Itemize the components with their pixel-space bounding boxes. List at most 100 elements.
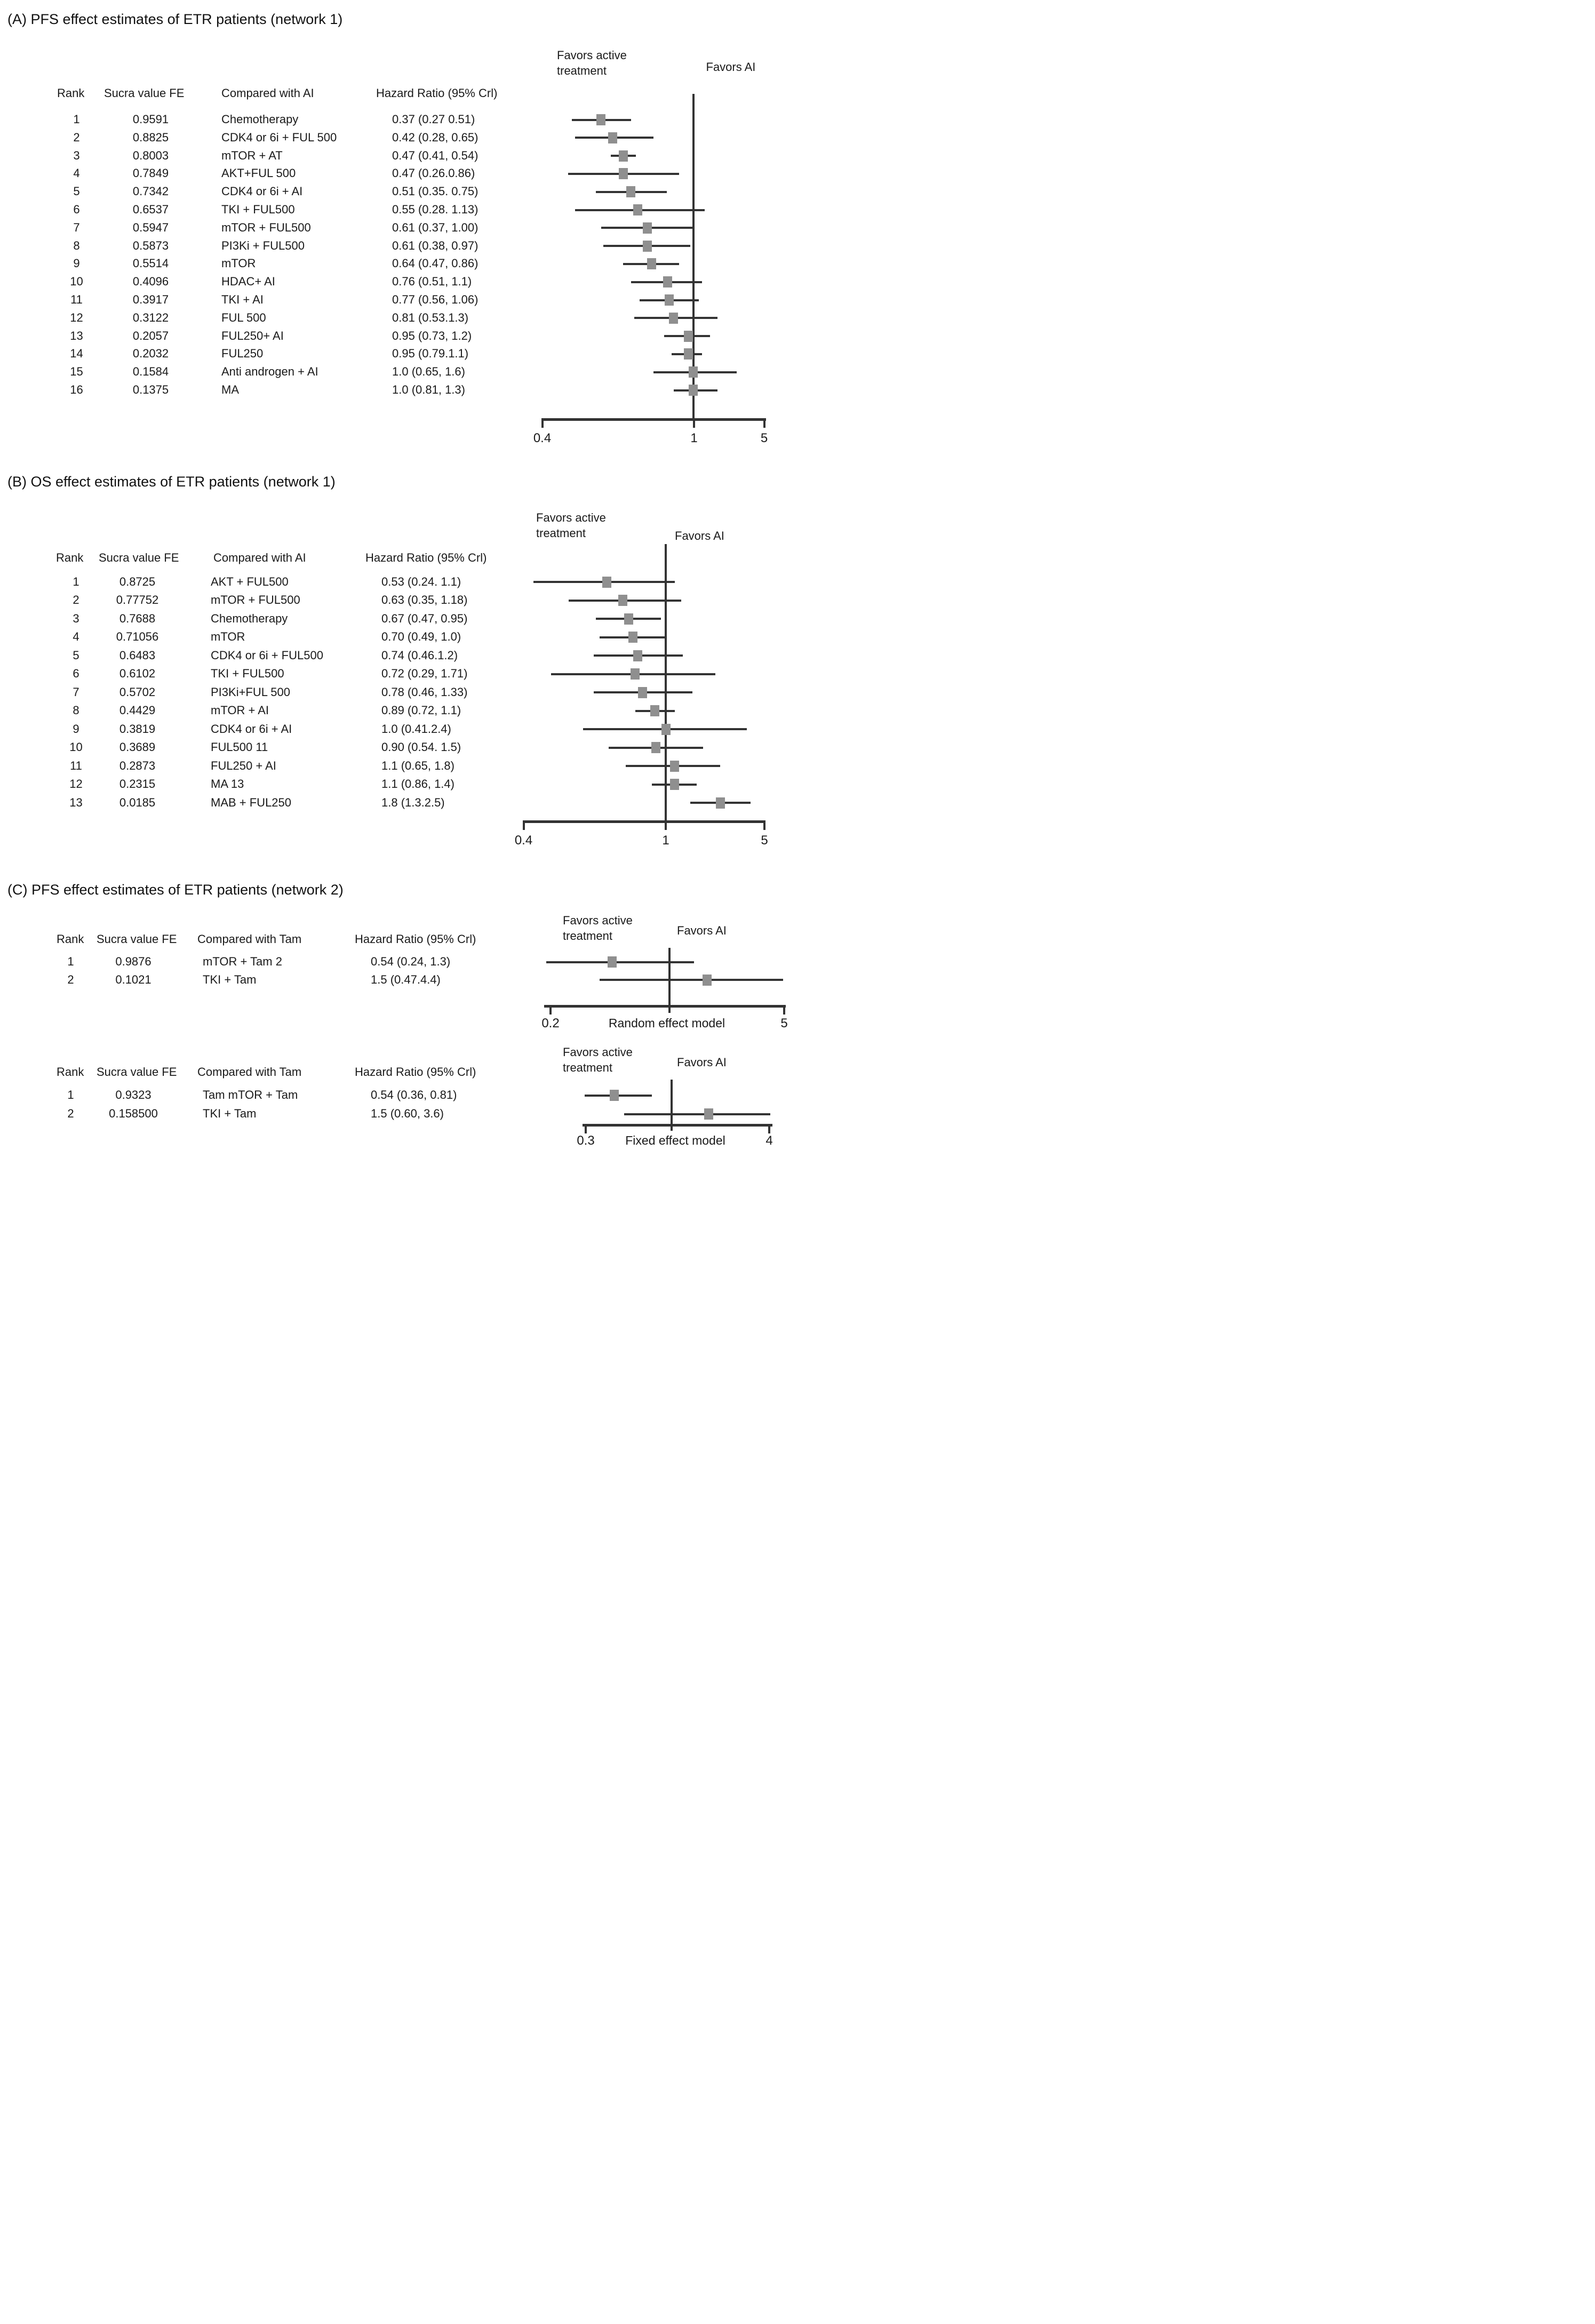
table-cell-rank: 10 xyxy=(70,275,83,289)
table-cell-comparator: TKI + FUL500 xyxy=(221,203,295,216)
axis-tick xyxy=(541,419,544,428)
hr-point-marker xyxy=(609,1090,619,1101)
hr-point-marker xyxy=(689,366,698,378)
table-cell-comparator: FUL 500 xyxy=(221,310,266,324)
hr-point-marker xyxy=(684,348,693,360)
hr-point-marker xyxy=(670,760,680,772)
table-cell-rank: 4 xyxy=(73,630,79,643)
table-cell-rank: 8 xyxy=(73,704,79,717)
table-cell-sucra: 0.4429 xyxy=(119,704,156,717)
hr-point-marker xyxy=(608,132,618,143)
axis-line xyxy=(523,820,765,823)
axis-tick xyxy=(665,821,667,830)
hr-point-marker xyxy=(650,705,660,716)
hr-point-marker xyxy=(631,668,640,680)
table-cell-rank: 11 xyxy=(70,293,83,306)
hr-point-marker xyxy=(643,240,652,252)
table-header-comparator: Compared with AI xyxy=(213,551,306,564)
hr-point-marker xyxy=(663,276,673,288)
axis-tick xyxy=(763,419,765,428)
axis-tick xyxy=(783,1006,785,1015)
table-cell-sucra: 0.6102 xyxy=(119,667,156,680)
favors-active-treatment-label: Favors active treatment xyxy=(536,511,606,540)
table-cell-rank: 2 xyxy=(67,972,74,986)
table-cell-hr: 0.63 (0.35, 1.18) xyxy=(381,593,468,606)
reference-line xyxy=(692,94,695,418)
table-cell-sucra: 0.1021 xyxy=(115,972,151,986)
hr-point-marker xyxy=(684,330,693,342)
table-cell-hr: 0.89 (0.72, 1.1) xyxy=(381,704,461,717)
hr-point-marker xyxy=(596,114,606,125)
table-header-comparator: Compared with Tam xyxy=(197,932,302,946)
ci-line xyxy=(546,961,694,963)
reference-line xyxy=(665,544,667,820)
table-cell-sucra: 0.4096 xyxy=(132,275,169,289)
axis-tick-label: 1 xyxy=(690,431,698,445)
hr-point-marker xyxy=(608,956,617,968)
table-cell-hr: 0.47 (0.41, 0.54) xyxy=(392,148,478,162)
table-cell-hr: 0.81 (0.53.1.3) xyxy=(392,310,469,324)
table-cell-hr: 1.8 (1.3.2.5) xyxy=(381,795,445,809)
table-cell-hr: 0.51 (0.35. 0.75) xyxy=(392,185,478,198)
axis-tick-label: 4 xyxy=(765,1133,773,1148)
table-header-sucra: Sucra value FE xyxy=(99,551,179,564)
table-cell-comparator: mTOR xyxy=(221,257,256,270)
table-cell-hr: 0.54 (0.36, 0.81) xyxy=(371,1088,457,1101)
favors-active-treatment-label: Favors active treatment xyxy=(563,914,633,943)
table-cell-hr: 0.67 (0.47, 0.95) xyxy=(381,611,468,625)
hr-point-marker xyxy=(633,650,643,661)
table-cell-rank: 12 xyxy=(70,310,83,324)
table-cell-comparator: mTOR + AI xyxy=(211,704,269,717)
table-cell-rank: 5 xyxy=(73,648,79,662)
table-cell-hr: 1.0 (0.81, 1.3) xyxy=(392,383,465,396)
axis-tick-label: 0.2 xyxy=(541,1016,560,1031)
table-cell-comparator: FUL500 11 xyxy=(211,740,268,754)
table-cell-hr: 0.53 (0.24. 1.1) xyxy=(381,574,461,588)
table-cell-comparator: mTOR + FUL500 xyxy=(211,593,300,606)
table-header-hazard-ratio: Hazard Ratio (95% Crl) xyxy=(365,551,487,564)
hr-point-marker xyxy=(628,632,637,643)
table-cell-rank: 1 xyxy=(73,113,80,126)
hr-point-marker xyxy=(715,797,725,809)
table-header-hazard-ratio: Hazard Ratio (95% Crl) xyxy=(355,1065,476,1079)
hr-point-marker xyxy=(664,294,674,306)
table-cell-hr: 0.64 (0.47, 0.86) xyxy=(392,257,478,270)
table-cell-hr: 0.61 (0.37, 1.00) xyxy=(392,220,478,234)
table-cell-rank: 7 xyxy=(73,220,80,234)
table-cell-comparator: mTOR + AT xyxy=(221,148,283,162)
table-cell-comparator: FUL250+ AI xyxy=(221,329,284,342)
table-cell-comparator: Chemotherapy xyxy=(211,611,288,625)
table-cell-rank: 3 xyxy=(73,148,80,162)
table-cell-comparator: TKI + FUL500 xyxy=(211,667,284,680)
table-cell-hr: 0.90 (0.54. 1.5) xyxy=(381,740,461,754)
table-cell-rank: 1 xyxy=(67,955,74,968)
table-cell-sucra: 0.2315 xyxy=(119,777,156,790)
model-label: Fixed effect model xyxy=(625,1133,725,1147)
table-header-rank: Rank xyxy=(57,932,84,946)
table-cell-comparator: FUL250 xyxy=(221,347,264,361)
table-cell-rank: 7 xyxy=(73,685,79,699)
table-cell-hr: 1.0 (0.65, 1.6) xyxy=(392,365,465,379)
table-header-sucra: Sucra value FE xyxy=(104,86,185,100)
hr-point-marker xyxy=(661,723,671,735)
table-cell-comparator: MA xyxy=(221,383,239,396)
table-cell-comparator: MA 13 xyxy=(211,777,244,790)
table-cell-comparator: TKI + Tam xyxy=(203,972,257,986)
favors-ai-label: Favors AI xyxy=(677,1055,727,1069)
axis-line xyxy=(544,1005,786,1008)
table-cell-rank: 4 xyxy=(73,166,80,180)
table-cell-sucra: 0.1584 xyxy=(132,365,169,379)
table-cell-rank: 12 xyxy=(69,777,83,790)
table-cell-hr: 0.42 (0.28, 0.65) xyxy=(392,130,478,144)
figure-page: (A) PFS effect estimates of ETR patients… xyxy=(0,0,798,1162)
table-cell-sucra: 0.8725 xyxy=(119,574,156,588)
table-cell-comparator: CDK4 or 6i + AI xyxy=(211,722,292,736)
table-cell-sucra: 0.6483 xyxy=(119,648,156,662)
table-cell-rank: 16 xyxy=(70,383,83,396)
table-cell-comparator: CDK4 or 6i + AI xyxy=(221,185,303,198)
hr-point-marker xyxy=(626,186,636,198)
table-cell-comparator: TKI + Tam xyxy=(203,1107,257,1120)
table-cell-rank: 9 xyxy=(73,257,80,270)
table-cell-rank: 11 xyxy=(70,758,82,772)
panel-a-title: (A) PFS effect estimates of ETR patients… xyxy=(7,11,343,27)
